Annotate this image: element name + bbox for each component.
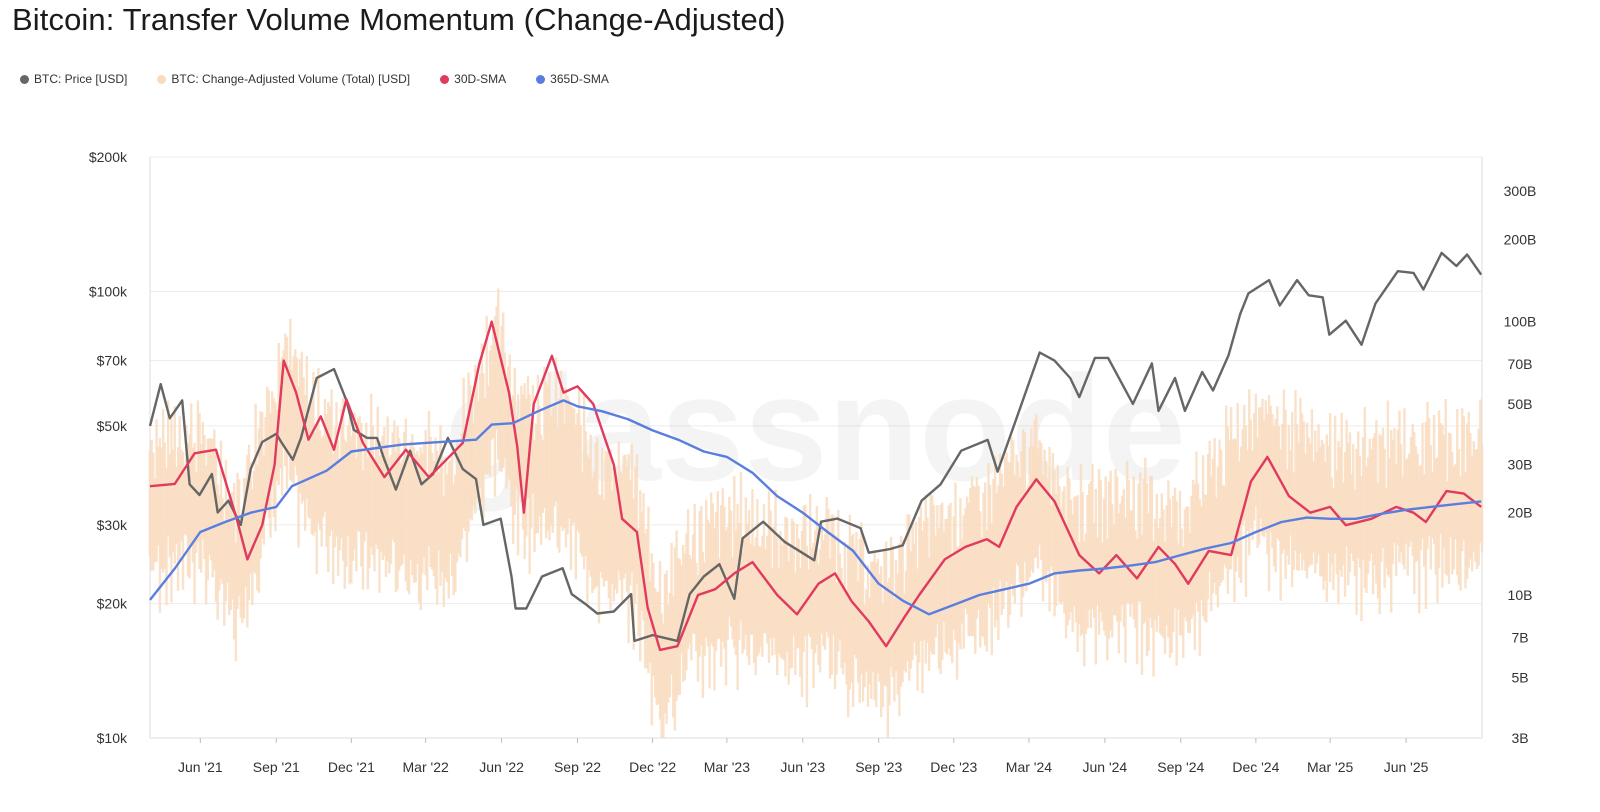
sma30-dot-icon <box>440 74 450 84</box>
x-tick-label: Sep '21 <box>253 759 300 775</box>
x-tick-label: Mar '23 <box>704 759 750 775</box>
sma365-dot-icon <box>536 74 546 84</box>
left-tick-label: $200k <box>89 149 128 165</box>
right-tick-label: 5B <box>1511 669 1528 685</box>
left-tick-label: $10k <box>97 730 128 746</box>
right-tick-label: 100B <box>1504 314 1537 330</box>
x-tick-label: Jun '23 <box>780 759 825 775</box>
legend-label-price: BTC: Price [USD] <box>34 72 128 86</box>
right-tick-label: 70B <box>1508 356 1533 372</box>
x-tick-label: Dec '21 <box>328 759 375 775</box>
right-tick-label: 30B <box>1508 457 1533 473</box>
x-tick-label: Dec '24 <box>1232 759 1279 775</box>
right-tick-label: 7B <box>1511 629 1528 645</box>
left-tick-label: $20k <box>97 596 128 612</box>
right-tick-label: 3B <box>1511 730 1528 746</box>
right-tick-label: 50B <box>1508 396 1533 412</box>
right-tick-label: 200B <box>1504 231 1537 247</box>
price-dot-icon <box>20 74 29 84</box>
x-tick-label: Jun '21 <box>178 759 223 775</box>
legend-label-volume: BTC: Change-Adjusted Volume (Total) [USD… <box>171 72 411 86</box>
legend-label-30d-sma: 30D-SMA <box>454 72 507 86</box>
x-tick-label: Sep '23 <box>855 759 902 775</box>
x-tick-label: Jun '25 <box>1384 759 1429 775</box>
legend-label-365d-sma: 365D-SMA <box>550 72 609 86</box>
left-tick-label: $70k <box>97 353 128 369</box>
left-tick-label: $30k <box>97 517 128 533</box>
legend-item-30d-sma[interactable]: 30D-SMA <box>440 72 506 86</box>
x-tick-label: Mar '24 <box>1006 759 1052 775</box>
legend-item-price[interactable]: BTC: Price [USD] <box>20 72 127 86</box>
volume-series <box>148 288 1484 738</box>
legend-item-365d-sma[interactable]: 365D-SMA <box>536 72 609 86</box>
price-line <box>148 251 1483 643</box>
legend-item-volume[interactable]: BTC: Change-Adjusted Volume (Total) [USD… <box>157 72 410 86</box>
x-tick-label: Jun '22 <box>479 759 524 775</box>
left-tick-label: $50k <box>97 418 128 434</box>
chart-title: Bitcoin: Transfer Volume Momentum (Chang… <box>12 2 786 37</box>
x-tick-label: Dec '22 <box>629 759 676 775</box>
sma30-line <box>149 320 1482 652</box>
legend: BTC: Price [USD] BTC: Change-Adjusted Vo… <box>20 72 639 86</box>
right-tick-label: 10B <box>1508 587 1533 603</box>
sma365-line <box>149 399 1482 616</box>
x-tick-label: Mar '25 <box>1307 759 1353 775</box>
x-tick-label: Jun '24 <box>1082 759 1127 775</box>
volume-dot-icon <box>157 74 167 84</box>
x-tick-label: Sep '22 <box>554 759 601 775</box>
left-tick-label: $100k <box>89 283 128 299</box>
x-tick-label: Dec '23 <box>930 759 977 775</box>
x-tick-label: Sep '24 <box>1157 759 1204 775</box>
x-tick-label: Mar '22 <box>403 759 449 775</box>
right-tick-label: 20B <box>1508 505 1533 521</box>
right-tick-label: 300B <box>1504 183 1537 199</box>
